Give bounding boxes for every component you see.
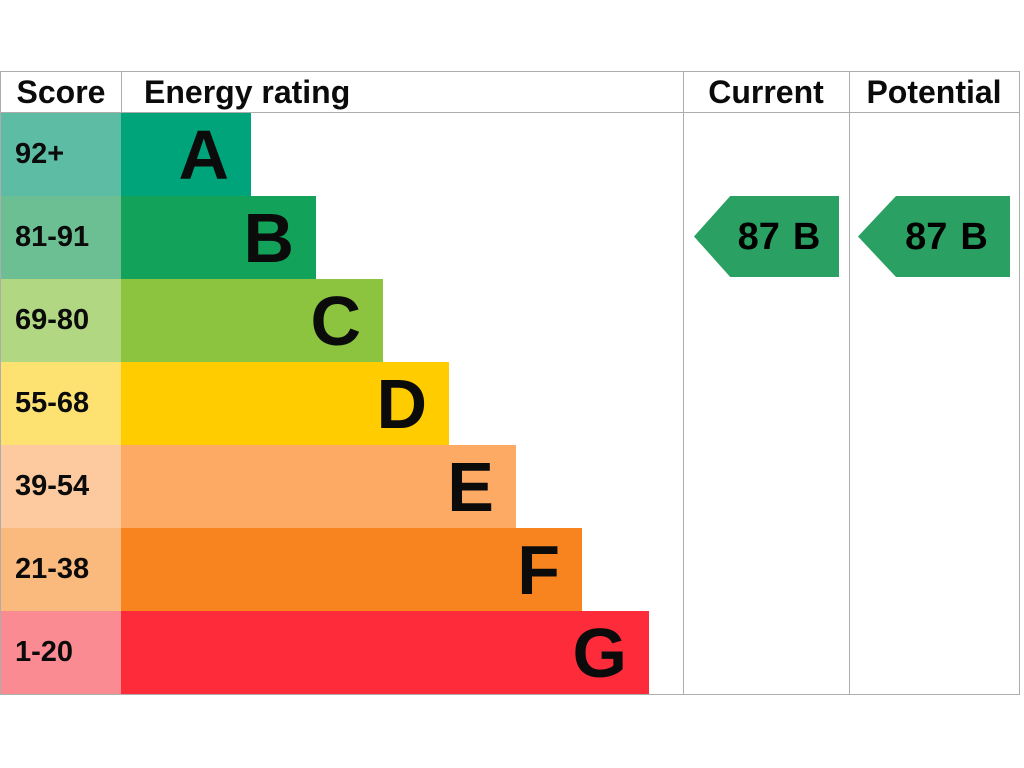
potential-rating-letter: B [960,215,988,258]
score-range-d: 55-68 [1,362,121,445]
band-bar-c: C [121,279,383,362]
table-header-row: Score Energy rating Current Potential [1,72,1019,113]
potential-rating-value: 87 [905,215,948,258]
band-rows: 92+ A 81-91 B 69-80 C 55-68 D 39-54 E 21… [1,113,683,694]
band-row-d: 55-68 D [1,362,683,445]
score-range-c: 69-80 [1,279,121,362]
score-range-f: 21-38 [1,528,121,611]
band-row-g: 1-20 G [1,611,683,694]
band-bar-e: E [121,445,516,528]
band-row-e: 39-54 E [1,445,683,528]
band-row-a: 92+ A [1,113,683,196]
score-range-g: 1-20 [1,611,121,694]
score-range-b: 81-91 [1,196,121,279]
potential-column-divider [849,72,850,694]
score-column-divider [121,72,122,113]
band-row-b: 81-91 B [1,196,683,279]
band-bar-a: A [121,113,251,196]
current-rating-letter: B [792,215,821,258]
band-bar-g: G [121,611,649,694]
current-column-header: Current [708,74,824,110]
band-row-c: 69-80 C [1,279,683,362]
band-row-f: 21-38 F [1,528,683,611]
current-column-divider [683,72,684,694]
potential-column-header: Potential [866,74,1002,110]
band-bar-f: F [121,528,582,611]
potential-rating-arrow: 87 B [858,196,1010,277]
energy-rating-column-header: Energy rating [144,74,351,110]
current-rating-value: 87 [737,215,780,258]
score-column-header: Score [16,74,106,110]
score-range-a: 92+ [1,113,121,196]
band-bar-d: D [121,362,449,445]
band-bar-b: B [121,196,316,279]
score-range-e: 39-54 [1,445,121,528]
current-rating-arrow: 87 B [694,196,839,277]
epc-table: Score Energy rating Current Potential 92… [0,71,1020,695]
